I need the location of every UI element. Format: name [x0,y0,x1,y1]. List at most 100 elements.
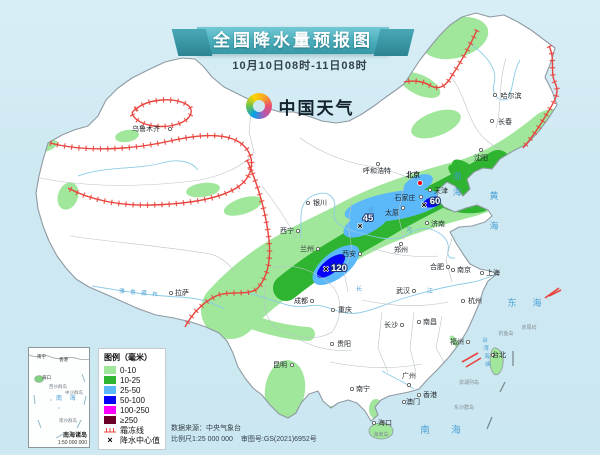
city-marker [418,194,423,199]
approval-number: 审图号:GS(2021)6952号 [240,436,317,443]
sea-label: 海 [451,424,461,436]
weather-swirl-icon [245,93,272,119]
city-marker [492,93,497,98]
city-marker [305,200,310,205]
legend-swatch [104,396,116,404]
precip-center-value: 45 [363,213,374,224]
city-marker [167,127,172,132]
island-label: 赤尾屿 [521,324,536,331]
forecast-period: 10月10日08时-11日08时 [232,60,368,72]
legend-item: 100-250 [104,405,161,415]
legend-swatch [104,416,116,424]
city-label: 长春 [498,117,512,126]
city-label: 台北 [492,350,506,359]
city-label: 西宁 [280,226,294,235]
maritime-dash-line [486,351,514,430]
city-marker [406,382,411,387]
legend-label: 10-25 [120,375,141,385]
legend-label: 100-250 [120,405,150,415]
city-marker [309,298,314,303]
city-marker [460,298,465,303]
inset-label: 南 海 [56,396,79,402]
city-marker [411,288,416,293]
legend-label: ≥250 [120,415,138,425]
city-marker [315,246,320,251]
legend-items: 0-10 10-25 25-50 50-100 100-250 ≥250 [104,365,161,425]
title-banner: 全国降水量预报图 [197,27,389,54]
sea-label: 海 [489,220,498,231]
city-marker [465,339,470,344]
sea-label: 湾 [483,344,489,352]
island-label: 东沙群岛 [454,404,474,411]
precip-center-mark: × [421,200,426,210]
city-label: 沈阳 [474,153,488,162]
city-label: 哈尔滨 [501,91,522,100]
city-label: 贵阳 [337,339,351,348]
city-marker [450,267,455,272]
city-label: 北京 [406,170,420,179]
precip-center-value: 60 [430,196,441,207]
city-marker [349,386,354,391]
sea-label: 海 [484,352,490,360]
legend-swatch [104,366,116,374]
city-label: 南宁 [356,384,370,393]
sea-label: 东 [507,297,516,308]
inset-label: 海口 [42,375,51,380]
river-label: 黄 [368,206,374,214]
city-marker [330,307,335,312]
city-marker [479,270,484,275]
inset-label: 南沙群岛 [59,418,77,423]
sea-label: 海 [532,297,541,308]
city-label: 石家庄 [395,193,416,202]
city-marker [168,290,173,295]
river-label: 雅 [119,287,125,295]
sea-label: 海 [453,187,462,197]
city-label: 海口 [378,418,392,427]
city-marker [375,161,380,166]
inset-label: 西沙群岛 [49,384,67,389]
city-marker [401,399,406,404]
city-marker [399,322,404,327]
island-label: 钓鱼岛 [498,330,513,337]
city-label: 上海 [486,268,500,277]
page-title: 全国降水量预报图 [213,31,373,50]
china-weather-logo: 中国天气 [0,93,600,119]
city-label: 呼和浩特 [363,166,391,175]
city-label: 福州 [450,337,464,346]
precip-center-mark: × [357,221,362,231]
city-marker [416,392,421,397]
city-marker [329,341,334,346]
legend-label: 25-50 [120,385,141,395]
city-label: 昆明 [273,361,287,369]
legend-item: ≥250 [104,415,161,425]
sea-label: 南 [420,424,430,436]
city-label: 银川 [313,198,327,207]
river-label: 江 [427,288,433,295]
city-label: 杭州 [468,296,482,305]
legend-item: 0-10 [104,365,161,375]
capital-marker [417,180,423,186]
precipitation-legend: 图例（毫米） 0-10 10-25 25-50 50-100 100-250 ≥250 霜… [98,348,166,450]
city-label: 南京 [457,265,471,274]
legend-swatch [104,376,116,384]
city-label: 南昌 [423,317,437,326]
legend-title: 图例（毫米） [104,353,152,362]
sea-label: 黄 [489,190,498,201]
sea-label: 台 [482,336,488,344]
inset-label: 南宁 [37,354,46,359]
city-label: 合肥 [430,262,444,271]
city-marker [357,251,362,256]
river-label: 河 [406,226,412,234]
city-marker [416,319,421,324]
river-label: 布 [152,290,158,298]
map-scale: 比例尺1:25 000 000 [171,436,233,443]
city-marker [490,352,495,357]
hainan-island [368,422,394,440]
strait-red-marks [461,287,562,368]
city-label: 兰州 [300,244,314,253]
city-marker [445,264,450,269]
logo-text: 中国天气 [278,98,355,118]
legend-label: 0-10 [120,365,137,375]
